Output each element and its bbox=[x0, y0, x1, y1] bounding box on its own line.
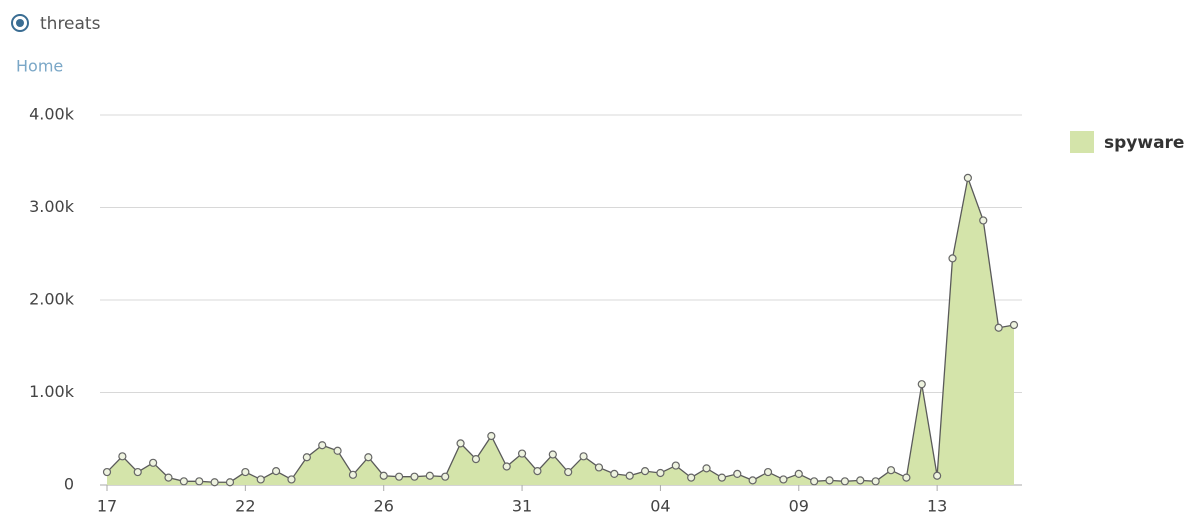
y-tick-label: 0 bbox=[64, 475, 74, 494]
point bbox=[687, 473, 696, 482]
point bbox=[118, 452, 127, 461]
x-tick-label: 26 bbox=[374, 497, 394, 516]
point bbox=[733, 469, 742, 478]
x-tick-label: 13 bbox=[927, 497, 947, 516]
point bbox=[348, 470, 358, 479]
point bbox=[671, 461, 680, 470]
point bbox=[886, 466, 896, 475]
point bbox=[133, 467, 142, 477]
point bbox=[318, 441, 327, 450]
point bbox=[256, 475, 265, 484]
point bbox=[548, 450, 557, 459]
point bbox=[302, 453, 311, 462]
point bbox=[471, 455, 481, 464]
page-title: threats bbox=[40, 14, 101, 34]
point bbox=[948, 254, 957, 263]
point bbox=[241, 467, 250, 477]
point bbox=[640, 467, 650, 476]
point bbox=[394, 472, 404, 481]
point bbox=[702, 464, 711, 473]
point bbox=[979, 216, 988, 225]
point bbox=[840, 477, 849, 486]
point bbox=[333, 446, 342, 455]
point bbox=[656, 468, 665, 478]
point bbox=[441, 472, 450, 481]
point bbox=[225, 478, 235, 487]
point bbox=[810, 477, 819, 486]
x-tick-label: 22 bbox=[235, 497, 255, 516]
y-tick-label: 3.00k bbox=[29, 197, 75, 216]
point bbox=[763, 467, 773, 477]
point bbox=[533, 467, 542, 476]
x-tick-label: 04 bbox=[650, 497, 670, 516]
point bbox=[625, 471, 634, 480]
point bbox=[794, 469, 803, 478]
point bbox=[717, 473, 727, 482]
point bbox=[425, 471, 434, 480]
point bbox=[195, 477, 204, 486]
point bbox=[379, 471, 388, 480]
point bbox=[210, 478, 219, 487]
point bbox=[502, 462, 511, 471]
point bbox=[517, 449, 527, 458]
point bbox=[933, 471, 942, 480]
point bbox=[287, 475, 296, 484]
point bbox=[610, 469, 619, 478]
y-tick-label: 4.00k bbox=[29, 105, 75, 124]
point bbox=[456, 439, 465, 448]
y-tick-label: 1.00k bbox=[29, 382, 75, 401]
point bbox=[917, 380, 926, 389]
breadcrumb-link[interactable]: Home bbox=[16, 57, 63, 76]
point bbox=[902, 473, 911, 482]
x-tick-label: 09 bbox=[789, 497, 809, 516]
point bbox=[994, 323, 1003, 332]
point bbox=[179, 477, 188, 486]
point bbox=[410, 472, 419, 481]
point bbox=[779, 475, 788, 484]
point bbox=[164, 473, 173, 482]
line bbox=[106, 175, 1015, 483]
legend-swatch bbox=[1070, 131, 1094, 153]
x-tick-label: 31 bbox=[512, 497, 532, 516]
point bbox=[1009, 320, 1019, 330]
point bbox=[579, 452, 588, 461]
point bbox=[364, 453, 373, 462]
point bbox=[564, 467, 573, 477]
point bbox=[748, 476, 757, 485]
point bbox=[102, 467, 112, 477]
y-tick-label: 2.00k bbox=[29, 290, 75, 309]
point bbox=[871, 477, 880, 486]
point bbox=[963, 173, 972, 182]
point bbox=[594, 463, 604, 472]
x-tick-label: 17 bbox=[97, 497, 117, 516]
radio-dot bbox=[16, 19, 24, 27]
area bbox=[107, 177, 1014, 485]
legend-label: spyware bbox=[1104, 133, 1184, 153]
point bbox=[487, 431, 496, 441]
point bbox=[149, 458, 158, 467]
point bbox=[856, 476, 865, 485]
point bbox=[272, 467, 281, 476]
radio-icon bbox=[11, 14, 29, 32]
point bbox=[825, 476, 834, 485]
